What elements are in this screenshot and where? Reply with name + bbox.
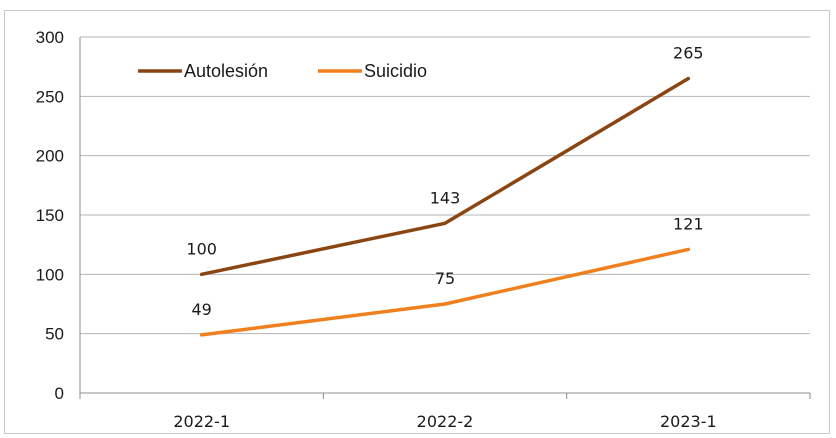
- y-tick-label: 0: [55, 384, 64, 403]
- data-labels: 100 143 265 49 75 121: [186, 44, 703, 319]
- series-lines: [199, 76, 691, 337]
- y-tick-label: 50: [45, 325, 64, 344]
- data-label: 265: [673, 44, 704, 63]
- x-tick-label: 2023-1: [660, 412, 717, 431]
- y-tick-label: 100: [36, 265, 64, 284]
- series-line-1: [199, 76, 691, 277]
- legend: Autolesión Suicidio: [138, 61, 427, 81]
- gridlines: [80, 36, 810, 335]
- data-label: 75: [435, 269, 455, 288]
- y-tick-label: 300: [36, 28, 64, 47]
- chart-frame: [4, 10, 830, 434]
- data-label: 143: [430, 188, 461, 207]
- y-tick-label: 250: [36, 87, 64, 106]
- y-tick-label: 150: [36, 206, 64, 225]
- data-label: 100: [186, 239, 217, 258]
- legend-label: Autolesión: [184, 61, 268, 81]
- y-tick-label: 200: [36, 147, 64, 166]
- data-label: 49: [191, 300, 211, 319]
- x-axis-ticks: 2022-1 2022-2 2023-1: [79, 393, 811, 431]
- x-tick-label: 2022-1: [173, 412, 230, 431]
- y-axis-ticks: 0 50 100 150 200 250 300: [36, 28, 64, 403]
- x-tick-label: 2022-2: [417, 412, 474, 431]
- data-label: 121: [673, 214, 704, 233]
- series-line-2: [199, 247, 691, 337]
- axes: [79, 37, 810, 394]
- legend-label: Suicidio: [364, 61, 427, 81]
